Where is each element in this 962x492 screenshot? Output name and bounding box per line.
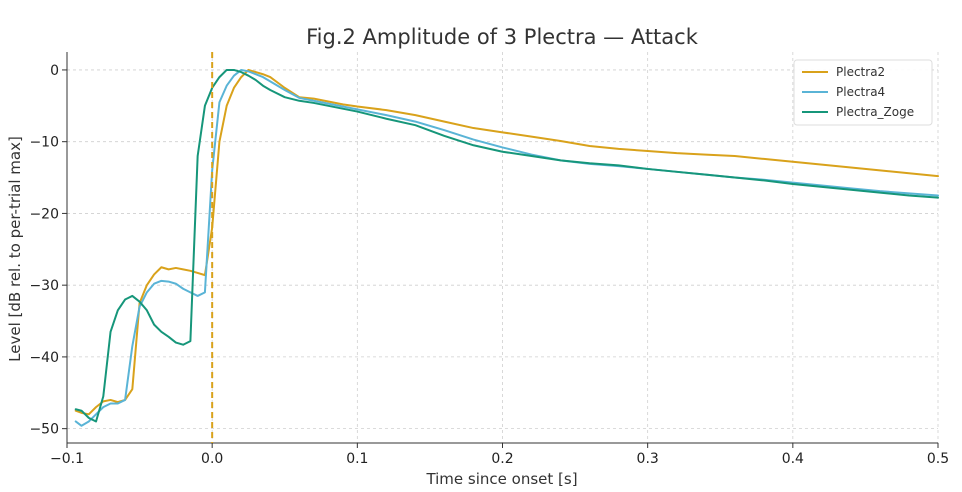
x-tick-label: 0.2 [491,451,513,467]
x-tick-label: 0.1 [346,451,368,467]
legend: Plectra2 Plectra4 Plectra_Zoge [793,59,933,126]
legend-label: Plectra_Zoge [836,105,914,119]
chart-title: Fig.2 Amplitude of 3 Plectra — Attack [306,25,699,49]
x-tick-label: −0.1 [50,451,84,467]
y-axis-label: Level [dB rel. to per-trial max] [6,136,24,362]
series-layer [74,68,939,427]
x-tick-label: 0.0 [201,451,223,467]
y-tick-label: −50 [29,422,59,438]
legend-box [793,59,933,126]
y-tick-label: 0 [50,63,59,79]
y-tick-label: −30 [29,278,59,294]
legend-label: Plectra2 [836,65,885,79]
series-line-plectra-zoge [74,68,939,423]
x-tick-label: 0.4 [782,451,804,467]
x-axis-label: Time since onset [s] [425,470,577,488]
y-tick-label: −10 [29,135,59,151]
y-tick-label: −20 [29,206,59,222]
x-tick-label: 0.5 [927,451,949,467]
y-tick-label: −40 [29,350,59,366]
x-tick-label: 0.3 [637,451,659,467]
legend-label: Plectra4 [836,85,885,99]
